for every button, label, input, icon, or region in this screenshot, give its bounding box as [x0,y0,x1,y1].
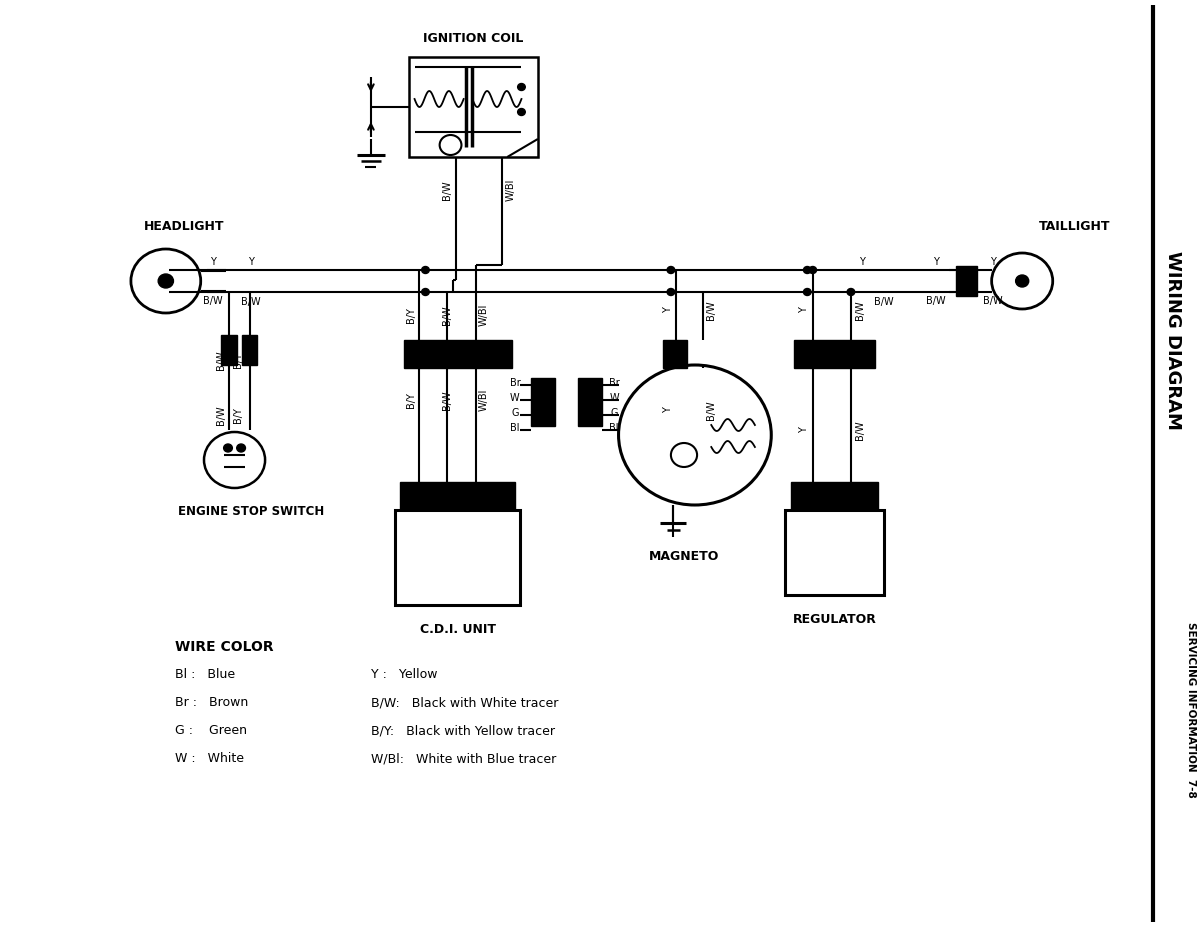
Text: B/W: B/W [216,350,227,370]
Bar [401,482,515,510]
Bar [395,510,521,605]
Text: Y: Y [662,307,673,313]
Text: G :    Green: G : Green [174,724,246,737]
Text: Y :   Yellow: Y : Yellow [371,668,438,681]
Text: W: W [510,393,520,403]
Text: Y: Y [990,257,996,267]
Text: Y: Y [859,257,865,267]
Text: B/W:   Black with White tracer: B/W: Black with White tracer [371,696,558,709]
Text: C.D.I. UNIT: C.D.I. UNIT [420,623,496,636]
Bar [794,340,875,368]
Text: REGULATOR: REGULATOR [793,613,876,626]
Text: B/W: B/W [983,296,1002,306]
Circle shape [804,266,811,273]
Circle shape [158,274,174,288]
Text: B/W: B/W [241,297,260,307]
Bar [409,57,538,157]
Bar [242,335,258,365]
Text: Y: Y [248,257,254,267]
Text: B/W: B/W [707,400,716,420]
Text: B/Y: B/Y [233,407,242,423]
Text: W :   White: W : White [174,752,244,765]
Text: Bl :   Blue: Bl : Blue [174,668,235,681]
Text: B/W: B/W [707,300,716,320]
Text: Y: Y [799,307,809,313]
Text: HEADLIGHT: HEADLIGHT [144,220,224,233]
Text: SERVICING INFORMATION  7-8: SERVICING INFORMATION 7-8 [1187,622,1196,798]
Text: B/W: B/W [216,405,227,425]
Circle shape [223,444,233,452]
Bar [791,482,878,510]
Text: Bl: Bl [610,423,619,433]
Bar [403,340,511,368]
Text: Y: Y [934,257,938,267]
Circle shape [1015,275,1028,287]
Circle shape [517,83,526,91]
Text: Y: Y [662,407,673,413]
Text: MAGNETO: MAGNETO [649,550,719,563]
Bar [786,510,883,595]
Text: Y: Y [799,427,809,433]
Text: IGNITION COIL: IGNITION COIL [424,32,523,45]
Bar [222,335,236,365]
Circle shape [809,266,816,273]
Text: Br: Br [608,378,619,388]
Text: B/W: B/W [926,296,946,306]
Circle shape [847,288,854,296]
Text: G: G [611,408,618,418]
Text: B/W: B/W [203,296,222,306]
Text: Br: Br [510,378,521,388]
Text: WIRE COLOR: WIRE COLOR [174,640,274,654]
Text: TAILLIGHT: TAILLIGHT [1038,220,1110,233]
Text: B/W: B/W [854,420,865,439]
Text: WIRING DIAGRAM: WIRING DIAGRAM [1164,250,1182,429]
Text: G: G [511,408,518,418]
Bar [955,266,978,296]
Text: W/Bl:   White with Blue tracer: W/Bl: White with Blue tracer [371,752,556,765]
Text: B/Y: B/Y [407,392,416,408]
Circle shape [421,288,430,296]
Text: B/Y:   Black with Yellow tracer: B/Y: Black with Yellow tracer [371,724,554,737]
Text: Y: Y [210,257,216,267]
Text: ENGINE STOP SWITCH: ENGINE STOP SWITCH [178,505,324,518]
Circle shape [667,266,674,273]
Bar [532,378,556,426]
Text: W/Bl: W/Bl [505,179,516,201]
Text: W: W [610,393,619,403]
Text: B/W: B/W [874,297,894,307]
Text: B/Y: B/Y [233,352,242,368]
Text: Bl: Bl [510,423,520,433]
Text: W/Bl: W/Bl [479,388,488,412]
Bar [578,378,602,426]
Text: B/Y: B/Y [407,307,416,323]
Text: Br :   Brown: Br : Brown [174,696,247,709]
Text: B/W: B/W [443,390,452,410]
Text: W/Bl: W/Bl [479,304,488,326]
Circle shape [667,288,674,296]
Circle shape [804,288,811,296]
Bar [664,340,688,368]
Circle shape [236,444,246,452]
Circle shape [517,108,526,116]
Text: B/W: B/W [443,180,452,200]
Text: B/W: B/W [854,300,865,320]
Circle shape [421,266,430,273]
Text: B/W: B/W [443,305,452,324]
